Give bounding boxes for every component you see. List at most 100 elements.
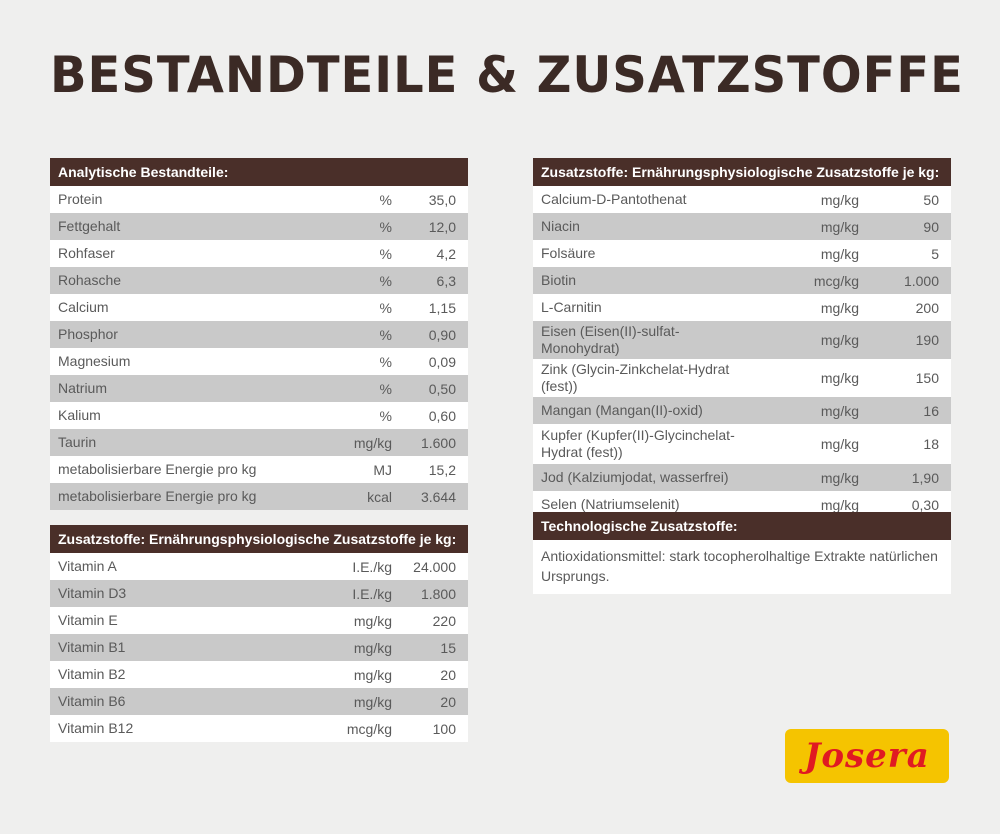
table-row: Zink (Glycin-Zinkchelat-Hydrat (fest)) mg…: [533, 359, 951, 397]
row-value: 18: [923, 436, 939, 452]
row-name: Natrium: [58, 380, 108, 396]
analytical-header: Analytische Bestandteile:: [50, 158, 468, 186]
row-value: 4,2: [436, 245, 456, 262]
row-unit: mg/kg: [820, 370, 859, 386]
table-row: Vitamin A I.E./kg 24.000: [50, 553, 468, 580]
row-unit: mg/kg: [820, 218, 859, 235]
row-name: Vitamin B2: [58, 666, 126, 682]
table-row: Kalium% 0,60: [50, 402, 468, 429]
row-unit: %: [379, 380, 392, 397]
row-name: Zink (Glycin-Zinkchelat-Hydrat (fest)): [541, 361, 730, 394]
row-value: 150: [915, 370, 939, 386]
row-unit: mg/kg: [820, 332, 859, 348]
row-name: Biotin: [541, 272, 577, 288]
row-unit: mg/kg: [353, 639, 392, 656]
table-row: Vitamin D3 I.E./kg 1.800: [50, 580, 468, 607]
table-row: Protein% 35,0: [50, 186, 468, 213]
row-unit: I.E./kg: [352, 558, 392, 575]
analytical-table: Analytische Bestandteile: Protein% 35,0 Fe…: [50, 158, 468, 510]
row-name: Vitamin B6: [58, 693, 126, 709]
table-row: Fettgehalt% 12,0: [50, 213, 468, 240]
row-unit: mg/kg: [353, 693, 392, 710]
row-unit: mg/kg: [353, 434, 392, 451]
row-name: Magnesium: [58, 353, 131, 369]
row-value: 1,15: [428, 299, 456, 316]
minerals-rows: Calcium-D-Pantothenat mg/kg 50 Niacin mg/kg 9…: [533, 186, 951, 518]
table-row: Folsäure mg/kg 5: [533, 240, 951, 267]
vitamins-table: Zusatzstoffe: Ernährungsphysiologische Z…: [50, 525, 468, 742]
row-name: Taurin: [58, 434, 97, 450]
row-value: 1.600: [420, 434, 456, 451]
row-unit: mg/kg: [820, 191, 859, 208]
row-value: 0,60: [428, 407, 456, 424]
row-unit: I.E./kg: [352, 585, 392, 602]
row-unit: %: [379, 272, 392, 289]
row-unit: mg/kg: [820, 469, 859, 486]
table-row: Vitamin B2 mg/kg 20: [50, 661, 468, 688]
row-value: 220: [432, 612, 456, 629]
row-name: Phosphor: [58, 326, 118, 342]
table-row: Biotin mcg/kg 1.000: [533, 267, 951, 294]
row-name: Vitamin D3: [58, 585, 127, 601]
row-value: 35,0: [428, 191, 456, 208]
table-row: Calcium% 1,15: [50, 294, 468, 321]
row-unit: mg/kg: [820, 402, 859, 419]
table-row: Vitamin B1 mg/kg 15: [50, 634, 468, 661]
vitamins-header: Zusatzstoffe: Ernährungsphysiologische Z…: [50, 525, 468, 553]
row-name: Rohasche: [58, 272, 122, 288]
table-row: metabolisierbare Energie pro kg kcal 3.644: [50, 483, 468, 510]
row-name: Vitamin B1: [58, 639, 126, 655]
row-name: metabolisierbare Energie pro kg: [58, 488, 257, 504]
row-name: Calcium: [58, 299, 109, 315]
row-unit: %: [379, 299, 392, 316]
row-unit: %: [379, 191, 392, 208]
row-value: 1,90: [911, 469, 939, 486]
table-row: Kupfer (Kupfer(II)-Glycinchelat-Hydrat (…: [533, 424, 951, 464]
row-unit: %: [379, 245, 392, 262]
table-row: Magnesium% 0,09: [50, 348, 468, 375]
table-row: Phosphor% 0,90: [50, 321, 468, 348]
row-name: Rohfaser: [58, 245, 115, 261]
row-value: 15,2: [428, 461, 456, 478]
row-value: 3.644: [420, 488, 456, 505]
row-name: metabolisierbare Energie pro kg: [58, 461, 257, 477]
row-name: Kupfer (Kupfer(II)-Glycinchelat-Hydrat (…: [541, 427, 735, 460]
row-unit: mg/kg: [353, 666, 392, 683]
row-value: 16: [923, 402, 939, 419]
row-value: 6,3: [436, 272, 456, 289]
row-unit: %: [379, 407, 392, 424]
row-name: Mangan (Mangan(II)-oxid): [541, 402, 703, 418]
row-name: Fettgehalt: [58, 218, 121, 234]
technological-table: Technologische Zusatzstoffe: Antioxidati…: [533, 512, 951, 594]
row-unit: %: [379, 218, 392, 235]
row-value: 1.000: [903, 272, 939, 289]
minerals-header: Zusatzstoffe: Ernährungsphysiologische Z…: [533, 158, 951, 186]
minerals-table: Zusatzstoffe: Ernährungsphysiologische Z…: [533, 158, 951, 518]
row-value: 0,50: [428, 380, 456, 397]
row-name: Calcium-D-Pantothenat: [541, 191, 687, 207]
row-value: 190: [915, 332, 939, 348]
table-row: Natrium% 0,50: [50, 375, 468, 402]
table-row: Calcium-D-Pantothenat mg/kg 50: [533, 186, 951, 213]
table-row: Vitamin B12 mcg/kg 100: [50, 715, 468, 742]
technological-header: Technologische Zusatzstoffe:: [533, 512, 951, 540]
row-value: 0,09: [428, 353, 456, 370]
table-row: Rohasche% 6,3: [50, 267, 468, 294]
analytical-rows: Protein% 35,0 Fettgehalt% 12,0 Rohfaser% 4,2 R…: [50, 186, 468, 510]
row-name: Jod (Kalziumjodat, wasserfrei): [541, 469, 729, 485]
table-row: Vitamin E mg/kg 220: [50, 607, 468, 634]
table-row: Taurin mg/kg 1.600: [50, 429, 468, 456]
row-unit: mg/kg: [820, 436, 859, 452]
row-name: L-Carnitin: [541, 299, 602, 315]
row-value: 50: [923, 191, 939, 208]
table-row: Jod (Kalziumjodat, wasserfrei) mg/kg 1,90: [533, 464, 951, 491]
table-row: Niacin mg/kg 90: [533, 213, 951, 240]
row-unit: mg/kg: [820, 245, 859, 262]
row-name: Kalium: [58, 407, 101, 423]
row-value: 1.800: [420, 585, 456, 602]
row-value: 100: [432, 720, 456, 737]
row-value: 0,30: [911, 496, 939, 513]
row-value: 24.000: [413, 558, 456, 575]
row-unit: kcal: [367, 488, 392, 505]
technological-text: Antioxidationsmittel: stark tocopherolha…: [533, 540, 951, 594]
